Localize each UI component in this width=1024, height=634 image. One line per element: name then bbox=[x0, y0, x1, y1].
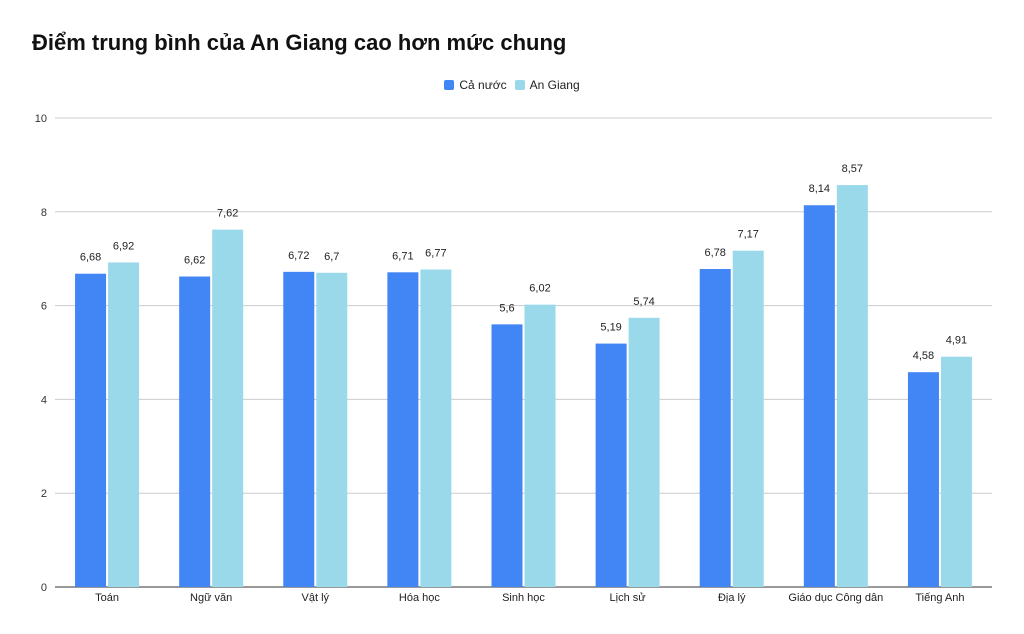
data-label: 8,57 bbox=[842, 163, 863, 175]
x-tick-label: Địa lý bbox=[718, 592, 746, 604]
x-tick-label: Giáo dục Công dân bbox=[788, 592, 883, 604]
x-tick-label: Ngữ văn bbox=[190, 592, 232, 604]
data-label: 7,62 bbox=[217, 208, 238, 220]
bar-an-giang bbox=[836, 185, 868, 587]
x-tick-label: Toán bbox=[95, 592, 119, 604]
data-label: 6,7 bbox=[324, 251, 339, 263]
bar-an-giang bbox=[212, 229, 244, 587]
bar-ca-nuoc bbox=[907, 372, 939, 587]
data-label: 5,74 bbox=[633, 296, 654, 308]
data-label: 6,71 bbox=[392, 250, 413, 262]
bar-an-giang bbox=[524, 304, 556, 587]
bar-ca-nuoc bbox=[179, 276, 211, 587]
y-tick-label: 6 bbox=[41, 301, 47, 313]
legend-swatch-series-2 bbox=[514, 80, 525, 90]
bar-an-giang bbox=[108, 262, 140, 587]
data-label: 7,17 bbox=[738, 229, 759, 241]
bar-ca-nuoc bbox=[491, 324, 523, 587]
bar-ca-nuoc bbox=[803, 205, 835, 587]
data-label: 6,68 bbox=[80, 252, 101, 264]
legend-label-series-2: An Giang bbox=[529, 78, 580, 92]
y-tick-label: 0 bbox=[41, 582, 47, 594]
legend-item-series-1: Cả nước bbox=[444, 78, 507, 92]
y-tick-label: 2 bbox=[41, 488, 47, 500]
legend-item-series-2: An Giang bbox=[514, 78, 580, 92]
bar-an-giang bbox=[628, 317, 660, 587]
chart-legend: Cả nước An Giang bbox=[0, 78, 1024, 92]
bar-an-giang bbox=[732, 250, 764, 588]
legend-label-series-1: Cả nước bbox=[459, 78, 507, 92]
legend-swatch-series-1 bbox=[444, 80, 455, 90]
data-label: 4,91 bbox=[946, 335, 967, 347]
y-tick-label: 4 bbox=[41, 394, 47, 406]
x-tick-label: Hóa học bbox=[399, 592, 440, 604]
bar-ca-nuoc bbox=[699, 269, 731, 587]
data-label: 6,92 bbox=[113, 240, 134, 252]
data-label: 6,72 bbox=[288, 250, 309, 262]
bar-ca-nuoc bbox=[387, 272, 419, 587]
bar-an-giang bbox=[940, 356, 972, 587]
data-label: 5,6 bbox=[499, 302, 514, 314]
x-tick-label: Tiếng Anh bbox=[915, 592, 964, 604]
x-tick-label: Vật lý bbox=[302, 592, 330, 604]
data-label: 4,58 bbox=[913, 350, 934, 362]
y-tick-label: 10 bbox=[35, 113, 47, 125]
bar-an-giang bbox=[316, 272, 348, 587]
bar-ca-nuoc bbox=[595, 343, 627, 587]
data-label: 6,02 bbox=[529, 283, 550, 295]
x-tick-label: Lịch sử bbox=[610, 592, 647, 604]
data-label: 6,62 bbox=[184, 255, 205, 267]
data-label: 5,19 bbox=[600, 322, 621, 334]
bar-ca-nuoc bbox=[75, 273, 107, 587]
data-label: 8,14 bbox=[809, 183, 830, 195]
bar-ca-nuoc bbox=[283, 271, 315, 587]
data-label: 6,77 bbox=[425, 247, 446, 259]
y-tick-label: 8 bbox=[41, 207, 47, 219]
data-label: 6,78 bbox=[705, 247, 726, 259]
x-tick-label: Sinh học bbox=[502, 592, 545, 604]
chart-title: Điểm trung bình của An Giang cao hơn mức… bbox=[32, 30, 567, 55]
bar-an-giang bbox=[420, 269, 452, 587]
